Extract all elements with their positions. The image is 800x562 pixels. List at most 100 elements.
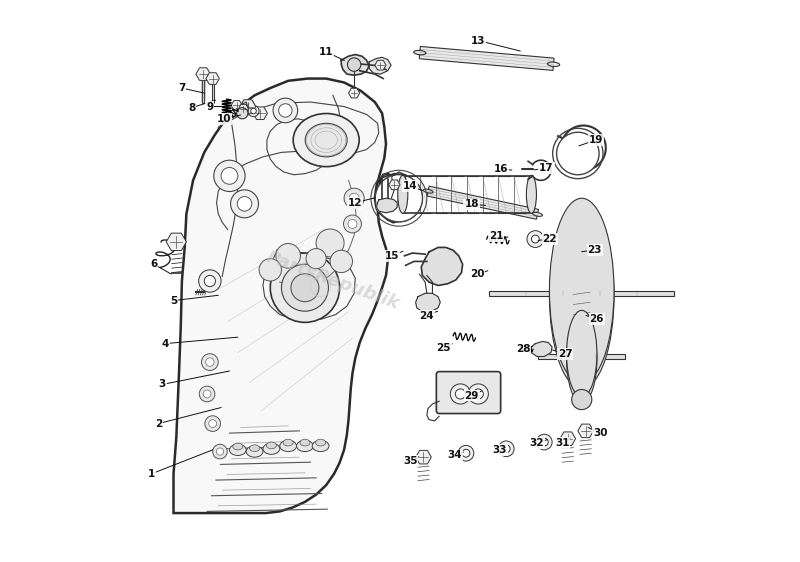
Text: 27: 27: [558, 348, 572, 359]
Ellipse shape: [550, 204, 614, 388]
Circle shape: [343, 215, 362, 233]
FancyBboxPatch shape: [436, 371, 501, 414]
Circle shape: [572, 389, 592, 410]
Ellipse shape: [283, 439, 293, 446]
Polygon shape: [389, 180, 400, 189]
Circle shape: [278, 104, 292, 117]
Text: 23: 23: [587, 245, 602, 255]
Polygon shape: [419, 47, 554, 70]
Circle shape: [259, 259, 282, 281]
Circle shape: [450, 384, 470, 404]
Polygon shape: [226, 102, 248, 120]
Circle shape: [306, 248, 326, 269]
Circle shape: [316, 229, 344, 257]
Text: 16: 16: [494, 164, 508, 174]
Ellipse shape: [280, 441, 297, 451]
Text: 15: 15: [384, 251, 399, 261]
Polygon shape: [370, 57, 391, 74]
Ellipse shape: [297, 441, 314, 451]
Circle shape: [557, 132, 599, 175]
Polygon shape: [238, 105, 249, 113]
Polygon shape: [578, 424, 594, 438]
Ellipse shape: [533, 212, 542, 216]
Circle shape: [349, 193, 359, 203]
Circle shape: [203, 390, 211, 398]
Circle shape: [205, 416, 221, 432]
Ellipse shape: [414, 51, 426, 55]
Ellipse shape: [233, 443, 243, 450]
Ellipse shape: [250, 445, 260, 451]
Circle shape: [250, 108, 256, 114]
Circle shape: [537, 434, 552, 450]
Circle shape: [213, 445, 227, 459]
Text: 1: 1: [147, 469, 154, 479]
Text: 5: 5: [170, 296, 177, 306]
Circle shape: [282, 264, 329, 311]
Ellipse shape: [300, 439, 310, 446]
Ellipse shape: [315, 439, 326, 446]
Ellipse shape: [230, 445, 246, 455]
Circle shape: [199, 386, 215, 402]
Circle shape: [276, 243, 301, 268]
Circle shape: [531, 235, 539, 243]
Circle shape: [502, 445, 510, 452]
Polygon shape: [206, 72, 219, 84]
Polygon shape: [377, 198, 398, 213]
Circle shape: [375, 175, 422, 222]
Circle shape: [474, 389, 483, 399]
Text: 26: 26: [590, 314, 604, 324]
Circle shape: [348, 220, 357, 228]
Text: 30: 30: [593, 428, 607, 438]
Text: 7: 7: [178, 83, 186, 93]
Polygon shape: [239, 101, 256, 115]
Polygon shape: [253, 107, 267, 120]
Text: 25: 25: [436, 343, 451, 353]
Circle shape: [330, 250, 353, 273]
Circle shape: [270, 253, 340, 323]
Polygon shape: [196, 68, 210, 80]
Text: 6: 6: [150, 259, 158, 269]
Circle shape: [458, 446, 474, 461]
Text: 4: 4: [162, 339, 169, 348]
Circle shape: [216, 448, 223, 455]
Polygon shape: [560, 432, 575, 446]
Ellipse shape: [547, 62, 560, 66]
Ellipse shape: [526, 175, 537, 214]
Ellipse shape: [566, 316, 597, 402]
Text: 31: 31: [555, 438, 570, 448]
Text: 17: 17: [539, 163, 554, 173]
Text: 22: 22: [542, 234, 557, 244]
Text: 8: 8: [188, 103, 195, 112]
Circle shape: [273, 98, 298, 123]
Polygon shape: [531, 341, 552, 356]
Text: 21: 21: [489, 231, 503, 241]
Ellipse shape: [246, 446, 263, 457]
Text: 10: 10: [217, 114, 231, 124]
Text: 11: 11: [319, 47, 334, 57]
Circle shape: [468, 384, 488, 404]
Text: 19: 19: [589, 135, 603, 145]
Ellipse shape: [566, 310, 597, 397]
Text: 32: 32: [530, 438, 544, 448]
Polygon shape: [231, 101, 242, 110]
Ellipse shape: [312, 441, 329, 451]
Polygon shape: [392, 172, 406, 189]
Polygon shape: [349, 88, 360, 98]
Text: 13: 13: [471, 35, 486, 46]
Circle shape: [382, 182, 416, 215]
Ellipse shape: [306, 123, 347, 157]
Circle shape: [214, 160, 245, 192]
Text: 2: 2: [154, 419, 162, 429]
Circle shape: [221, 167, 238, 184]
Text: 24: 24: [419, 311, 434, 321]
Text: PartsRepublik: PartsRepublik: [264, 248, 402, 314]
Text: 34: 34: [447, 451, 462, 460]
Ellipse shape: [423, 189, 433, 193]
Ellipse shape: [263, 443, 280, 454]
Text: 35: 35: [403, 456, 418, 466]
Text: 28: 28: [516, 345, 530, 354]
Polygon shape: [416, 450, 431, 464]
Circle shape: [237, 108, 248, 119]
Circle shape: [209, 420, 217, 428]
Polygon shape: [342, 55, 370, 75]
